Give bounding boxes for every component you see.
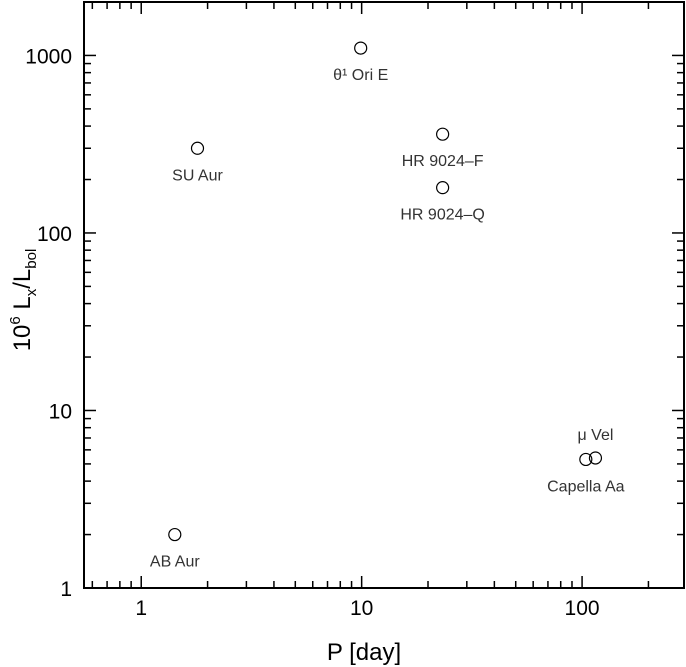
y-axis-title-slash: /L — [9, 269, 36, 289]
y-axis-title-sup: 6 — [7, 316, 24, 324]
point-label: μ Vel — [578, 427, 614, 444]
data-point — [436, 181, 450, 195]
data-point — [579, 452, 593, 467]
y-tick-label: 1 — [60, 578, 72, 601]
y-tick-label: 1000 — [25, 45, 72, 68]
x-tick-label: 10 — [350, 597, 373, 620]
x-tick-label: 1 — [135, 597, 147, 620]
y-axis-title: 106 Lx/Lbol — [7, 249, 40, 352]
x-tick-label: 100 — [565, 597, 600, 620]
y-axis-title-main: 10 — [9, 325, 36, 352]
point-label: HR 9024–Q — [400, 207, 485, 224]
point-label: HR 9024–F — [402, 153, 484, 170]
y-tick-label: 100 — [37, 223, 72, 246]
y-tick-label: 10 — [49, 400, 72, 423]
y-axis-title-sub1: x — [23, 288, 40, 296]
data-point — [588, 451, 603, 465]
point-label: AB Aur — [150, 554, 200, 571]
x-axis-title: P [day] — [327, 639, 401, 666]
point-label: θ¹ Ori E — [333, 67, 388, 84]
plot-frame — [83, 1, 685, 589]
y-axis-title-sub2: bol — [23, 249, 40, 269]
data-point — [190, 141, 205, 155]
point-label: Capella Aa — [547, 478, 624, 495]
y-axis-title-mid: L — [9, 296, 36, 316]
point-label: SU Aur — [172, 167, 223, 184]
data-point — [436, 127, 450, 141]
data-point — [354, 41, 368, 55]
data-point — [168, 527, 182, 542]
